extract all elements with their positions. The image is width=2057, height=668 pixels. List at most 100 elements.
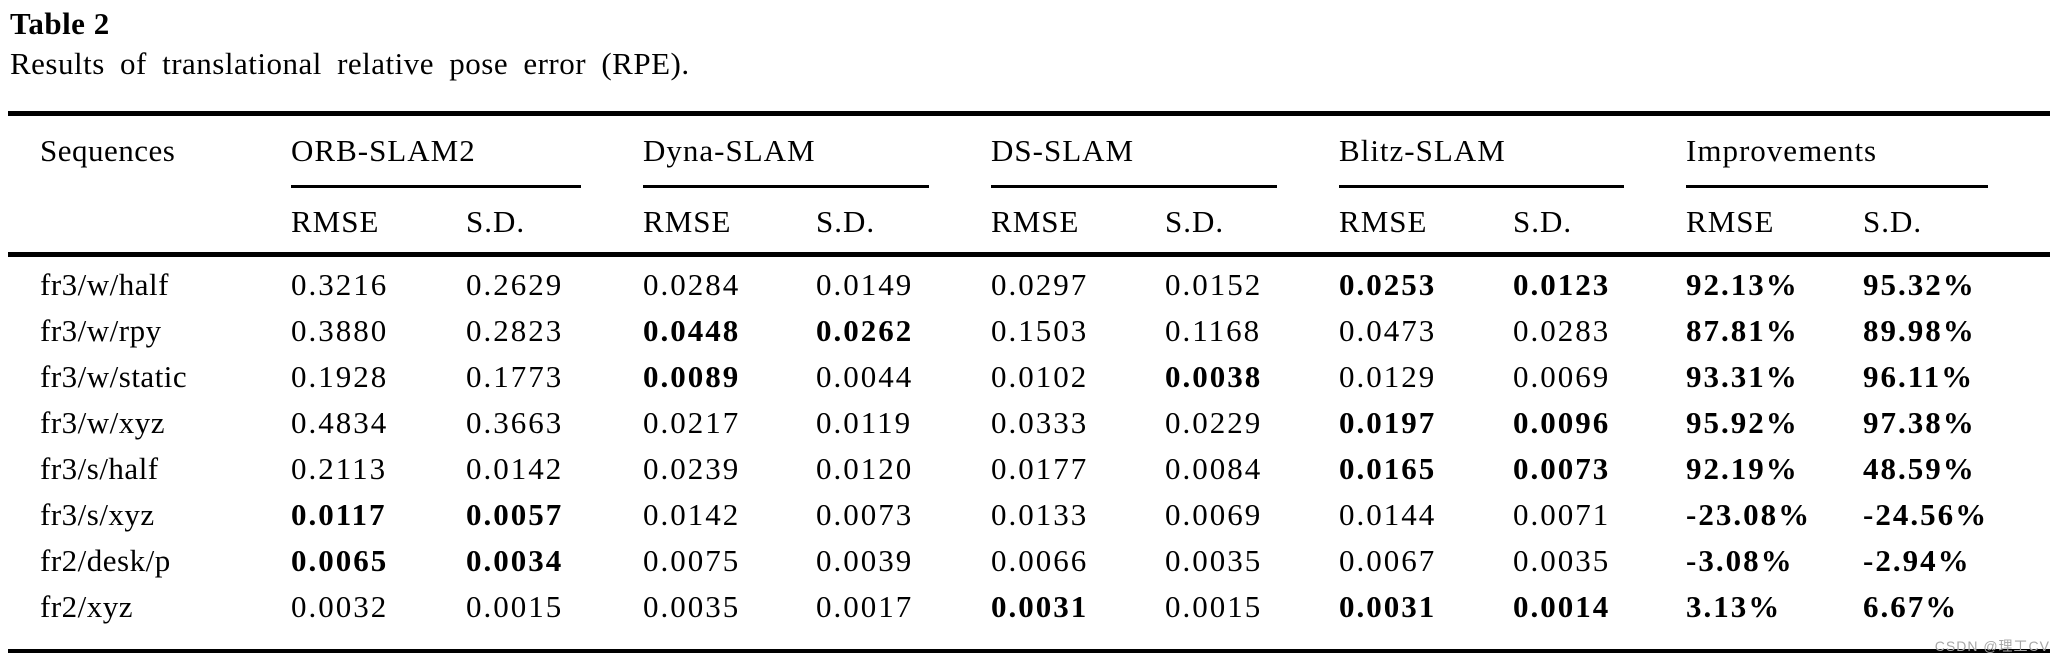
results-table: Sequences ORB-SLAM2 Dyna-SLAM DS-SLAM Bl… xyxy=(8,111,2051,653)
group-header-blitz-slam: Blitz-SLAM xyxy=(1339,114,1686,188)
table-row: fr2/desk/p 0.0065 0.0034 0.0075 0.0039 0… xyxy=(8,538,2050,584)
group-header-label: DS-SLAM xyxy=(991,133,1135,168)
sub-header-sd: S.D. xyxy=(1513,188,1687,257)
sub-header-rmse: RMSE xyxy=(1686,188,1864,257)
value-cell: 0.0284 xyxy=(643,267,741,302)
value-cell: 0.0035 xyxy=(1165,543,1263,578)
sequence-cell: fr2/desk/p xyxy=(40,543,171,578)
table-caption-label: Table 2 xyxy=(10,6,110,41)
value-cell: 0.0333 xyxy=(991,405,1089,440)
value-cell: 0.0065 xyxy=(291,543,389,578)
value-cell: 0.0144 xyxy=(1339,497,1437,532)
value-cell: 95.32% xyxy=(1863,267,1976,302)
group-header-row: Sequences ORB-SLAM2 Dyna-SLAM DS-SLAM Bl… xyxy=(8,113,2050,257)
value-cell: 48.59% xyxy=(1863,451,1976,486)
group-header-underline xyxy=(991,185,1278,188)
value-cell: 0.2629 xyxy=(466,267,564,302)
table-caption-description: Results of translational relative pose e… xyxy=(10,46,690,81)
table-row: fr2/xyz 0.0032 0.0015 0.0035 0.0017 0.00… xyxy=(8,584,2050,651)
value-cell: 97.38% xyxy=(1863,405,1976,440)
sequence-cell: fr3/s/xyz xyxy=(40,497,155,532)
sequence-cell: fr3/s/half xyxy=(40,451,159,486)
sub-header-sd: S.D. xyxy=(1863,188,2051,257)
group-header-underline xyxy=(1339,185,1625,188)
value-cell: 0.0031 xyxy=(1339,589,1437,624)
sequence-cell: fr2/xyz xyxy=(40,589,134,624)
sequence-cell: fr3/w/xyz xyxy=(40,405,166,440)
value-cell: 96.11% xyxy=(1863,359,1975,394)
value-cell: 0.0123 xyxy=(1513,267,1611,302)
sub-header-sd: S.D. xyxy=(466,188,644,257)
column-header-sequences: Sequences xyxy=(8,113,291,257)
value-cell: 0.0032 xyxy=(291,589,389,624)
value-cell: 0.0038 xyxy=(1165,359,1263,394)
value-cell: 0.0120 xyxy=(816,451,914,486)
table-caption: Table 2 Results of translational relativ… xyxy=(10,5,690,84)
value-cell: 0.4834 xyxy=(291,405,389,440)
value-cell: 0.0034 xyxy=(466,543,564,578)
sequence-cell: fr3/w/half xyxy=(40,267,169,302)
value-cell: 0.0089 xyxy=(643,359,741,394)
value-cell: -23.08% xyxy=(1686,497,1812,532)
value-cell: 0.0217 xyxy=(643,405,741,440)
value-cell: 0.0073 xyxy=(816,497,914,532)
value-cell: 0.0035 xyxy=(1513,543,1611,578)
value-cell: 0.0253 xyxy=(1339,267,1437,302)
table-row: fr3/s/xyz 0.0117 0.0057 0.0142 0.0073 0.… xyxy=(8,492,2050,538)
value-cell: 0.0039 xyxy=(816,543,914,578)
value-cell: 87.81% xyxy=(1686,313,1799,348)
value-cell: 0.0071 xyxy=(1513,497,1611,532)
sub-header-rmse: RMSE xyxy=(991,188,1166,257)
group-header-dyna-slam: Dyna-SLAM xyxy=(643,114,991,188)
value-cell: 0.0152 xyxy=(1165,267,1263,302)
sub-header-rmse: RMSE xyxy=(643,188,817,257)
value-cell: 0.0197 xyxy=(1339,405,1437,440)
value-cell: 0.0066 xyxy=(991,543,1089,578)
value-cell: 0.0069 xyxy=(1165,497,1263,532)
value-cell: 0.0117 xyxy=(291,497,387,532)
value-cell: 0.1928 xyxy=(291,359,389,394)
value-cell: 0.0057 xyxy=(466,497,564,532)
table-row: fr3/w/half 0.3216 0.2629 0.0284 0.0149 0… xyxy=(8,255,2050,309)
value-cell: 0.0102 xyxy=(991,359,1089,394)
value-cell: 0.0014 xyxy=(1513,589,1611,624)
value-cell: 0.0473 xyxy=(1339,313,1437,348)
group-header-label: Blitz-SLAM xyxy=(1339,133,1506,168)
value-cell: 0.0448 xyxy=(643,313,741,348)
value-cell: 0.0067 xyxy=(1339,543,1437,578)
value-cell: 0.1773 xyxy=(466,359,564,394)
value-cell: 0.1168 xyxy=(1165,313,1262,348)
table-body: fr3/w/half 0.3216 0.2629 0.0284 0.0149 0… xyxy=(8,255,2050,652)
group-header-underline xyxy=(1686,185,1989,188)
table-row: fr3/w/xyz 0.4834 0.3663 0.0217 0.0119 0.… xyxy=(8,400,2050,446)
value-cell: 0.2113 xyxy=(291,451,388,486)
watermark: CSDN @理工CV xyxy=(1934,638,2050,654)
value-cell: 0.0031 xyxy=(991,589,1089,624)
value-cell: 0.0142 xyxy=(466,451,564,486)
value-cell: -2.94% xyxy=(1863,543,1971,578)
value-cell: 0.0165 xyxy=(1339,451,1437,486)
value-cell: 0.0015 xyxy=(466,589,564,624)
sub-header-sd: S.D. xyxy=(816,188,992,257)
value-cell: 0.3216 xyxy=(291,267,389,302)
value-cell: 0.3880 xyxy=(291,313,389,348)
value-cell: 0.3663 xyxy=(466,405,564,440)
group-header-label: Dyna-SLAM xyxy=(643,133,816,168)
value-cell: 0.2823 xyxy=(466,313,564,348)
value-cell: 0.0075 xyxy=(643,543,741,578)
value-cell: 3.13% xyxy=(1686,589,1782,624)
table-row: fr3/w/rpy 0.3880 0.2823 0.0448 0.0262 0.… xyxy=(8,308,2050,354)
value-cell: -3.08% xyxy=(1686,543,1794,578)
sub-header-row: RMSE S.D. RMSE S.D. RMSE S.D. RMSE S.D. … xyxy=(8,188,2051,257)
table-header: Sequences ORB-SLAM2 Dyna-SLAM DS-SLAM Bl… xyxy=(8,113,2051,257)
value-cell: 0.0096 xyxy=(1513,405,1611,440)
value-cell: 0.0142 xyxy=(643,497,741,532)
value-cell: 92.19% xyxy=(1686,451,1799,486)
sub-header-sd: S.D. xyxy=(1165,188,1340,257)
value-cell: 0.0297 xyxy=(991,267,1089,302)
value-cell: 0.0229 xyxy=(1165,405,1263,440)
value-cell: 0.1503 xyxy=(991,313,1089,348)
value-cell: 93.31% xyxy=(1686,359,1799,394)
value-cell: 0.0129 xyxy=(1339,359,1437,394)
group-header-underline xyxy=(643,185,930,188)
